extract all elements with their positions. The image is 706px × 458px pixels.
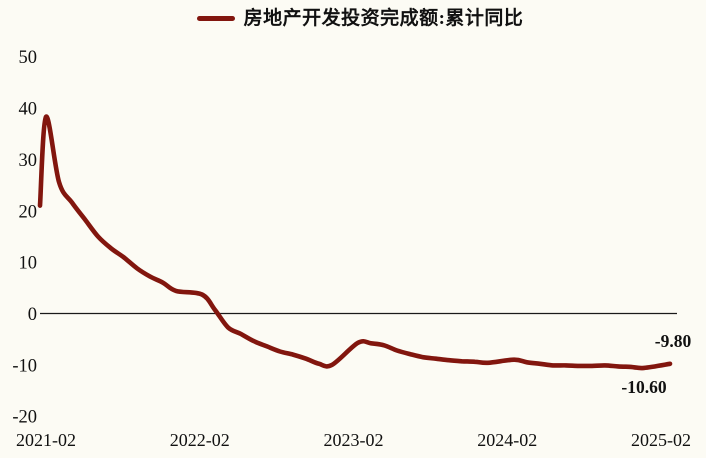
y-axis-tick-label: 10: [19, 254, 38, 274]
x-axis-tick-label: 2024-02: [477, 430, 537, 450]
y-axis-tick-label: 0: [28, 305, 37, 325]
x-axis-tick-label: 2023-02: [324, 430, 384, 450]
y-axis-tick-label: 40: [19, 100, 38, 120]
data-label-annotation: -9.80: [655, 331, 692, 351]
data-label-annotation: -10.60: [621, 377, 666, 397]
y-axis-tick-label: 30: [19, 151, 38, 171]
y-axis-tick-label: 20: [19, 202, 38, 222]
y-axis-tick-label: -20: [12, 408, 37, 428]
x-axis-tick-label: 2022-02: [170, 430, 230, 450]
y-axis-tick-label: -10: [12, 356, 37, 376]
y-axis-tick-label: 50: [19, 48, 38, 68]
x-axis-tick-label: 2025-02: [631, 430, 691, 450]
series-line: [37, 114, 673, 371]
x-axis-tick-label: 2021-02: [16, 430, 76, 450]
